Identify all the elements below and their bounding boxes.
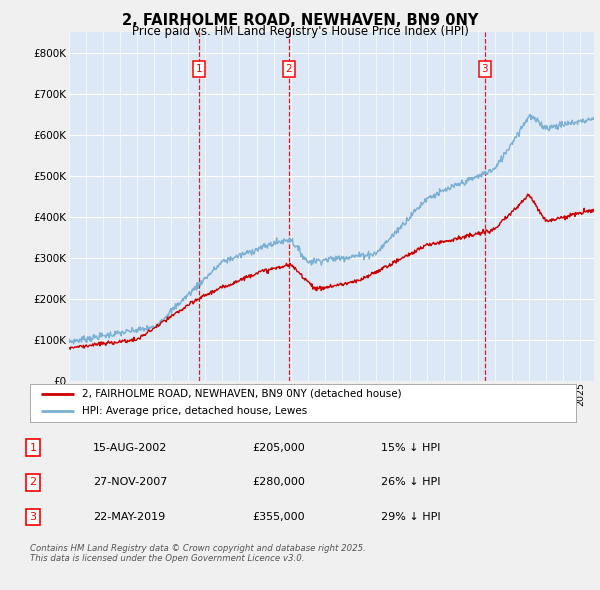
Text: 27-NOV-2007: 27-NOV-2007 [93, 477, 167, 487]
Text: 1: 1 [29, 443, 37, 453]
Text: 26% ↓ HPI: 26% ↓ HPI [381, 477, 440, 487]
Text: 3: 3 [481, 64, 488, 74]
Text: £205,000: £205,000 [252, 443, 305, 453]
Text: £280,000: £280,000 [252, 477, 305, 487]
Text: 3: 3 [29, 512, 37, 522]
Text: 2: 2 [29, 477, 37, 487]
Text: 2, FAIRHOLME ROAD, NEWHAVEN, BN9 0NY (detached house): 2, FAIRHOLME ROAD, NEWHAVEN, BN9 0NY (de… [82, 389, 401, 399]
Text: 1: 1 [196, 64, 202, 74]
Text: Price paid vs. HM Land Registry's House Price Index (HPI): Price paid vs. HM Land Registry's House … [131, 25, 469, 38]
Text: 2: 2 [286, 64, 292, 74]
Text: HPI: Average price, detached house, Lewes: HPI: Average price, detached house, Lewe… [82, 407, 307, 417]
Text: 22-MAY-2019: 22-MAY-2019 [93, 512, 165, 522]
Text: 15-AUG-2002: 15-AUG-2002 [93, 443, 167, 453]
Text: 29% ↓ HPI: 29% ↓ HPI [381, 512, 440, 522]
Text: 15% ↓ HPI: 15% ↓ HPI [381, 443, 440, 453]
Text: Contains HM Land Registry data © Crown copyright and database right 2025.
This d: Contains HM Land Registry data © Crown c… [30, 544, 366, 563]
Text: 2, FAIRHOLME ROAD, NEWHAVEN, BN9 0NY: 2, FAIRHOLME ROAD, NEWHAVEN, BN9 0NY [122, 13, 478, 28]
Text: £355,000: £355,000 [252, 512, 305, 522]
